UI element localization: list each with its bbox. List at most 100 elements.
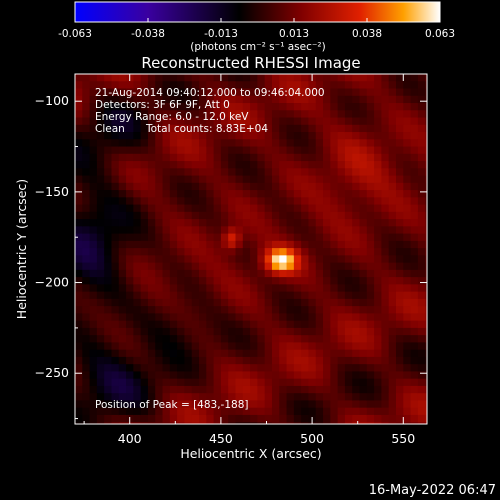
heatmap-cell: [425, 95, 427, 104]
heatmap-cell: [191, 313, 200, 322]
heatmap-cell: [388, 103, 397, 111]
heatmap-cell: [359, 407, 368, 416]
heatmap-cell: [374, 103, 383, 111]
heatmap-cell: [374, 153, 383, 162]
heatmap-cell: [162, 74, 171, 82]
heatmap-cell: [177, 378, 186, 387]
heatmap-cell: [388, 349, 397, 358]
heatmap-cell: [75, 269, 83, 278]
heatmap-cell: [111, 291, 120, 300]
heatmap-cell: [75, 393, 83, 402]
heatmap-cell: [213, 95, 222, 104]
heatmap-cell: [140, 269, 149, 278]
heatmap-cell: [315, 342, 324, 351]
heatmap-cell: [271, 197, 280, 206]
heatmap-cell: [381, 269, 390, 278]
heatmap-cell: [315, 146, 324, 155]
heatmap-cell: [301, 393, 310, 402]
heatmap-cell: [352, 414, 361, 423]
heatmap-cell: [75, 190, 83, 198]
heatmap-cell: [264, 255, 273, 264]
heatmap-cell: [417, 422, 426, 424]
heatmap-cell: [104, 146, 113, 155]
heatmap-cell: [344, 124, 353, 133]
heatmap-cell: [162, 95, 171, 104]
heatmap-cell: [184, 422, 193, 424]
heatmap-cell: [388, 161, 397, 169]
heatmap-cell: [352, 211, 361, 220]
heatmap-cell: [315, 197, 324, 206]
heatmap-cell: [293, 219, 302, 227]
heatmap-cell: [228, 306, 237, 314]
heatmap-cell: [257, 306, 266, 314]
heatmap-cell: [191, 204, 200, 213]
heatmap-cell: [374, 262, 383, 271]
heatmap-cell: [257, 349, 266, 358]
heatmap-cell: [293, 335, 302, 343]
heatmap-cell: [184, 124, 193, 133]
heatmap-cell: [147, 313, 156, 322]
heatmap-cell: [140, 182, 149, 191]
heatmap-cell: [286, 349, 295, 358]
heatmap-cell: [147, 88, 156, 97]
heatmap-cell: [75, 277, 83, 285]
heatmap-cell: [293, 284, 302, 293]
heatmap-cell: [286, 146, 295, 155]
heatmap-cell: [89, 211, 98, 220]
heatmap-cell: [177, 168, 186, 177]
heatmap-cell: [374, 306, 383, 314]
heatmap-cell: [111, 175, 120, 184]
heatmap-cell: [199, 190, 207, 198]
heatmap-cell: [228, 407, 237, 416]
heatmap-cell: [359, 248, 368, 256]
heatmap-cell: [104, 226, 113, 235]
heatmap-cell: [191, 400, 200, 409]
heatmap-cell: [359, 255, 368, 264]
heatmap-cell: [169, 146, 178, 155]
heatmap-cell: [425, 226, 427, 235]
heatmap-cell: [89, 74, 98, 82]
heatmap-cell: [133, 117, 142, 126]
heatmap-cell: [293, 204, 302, 213]
heatmap-cell: [374, 81, 383, 90]
heatmap-cell: [75, 233, 83, 242]
heatmap-cell: [250, 284, 258, 293]
heatmap-cell: [184, 320, 193, 329]
heatmap-cell: [228, 81, 237, 90]
heatmap-cell: [410, 88, 419, 97]
heatmap-cell: [140, 335, 149, 343]
heatmap-cell: [177, 371, 186, 380]
heatmap-cell: [359, 240, 368, 249]
heatmap-cell: [417, 182, 426, 191]
heatmap-cell: [403, 233, 412, 242]
heatmap-cell: [96, 248, 105, 256]
heatmap-cell: [177, 320, 186, 329]
heatmap-cell: [89, 103, 98, 111]
heatmap-cell: [286, 306, 295, 314]
heatmap-cell: [140, 248, 149, 256]
heatmap-cell: [330, 240, 339, 249]
heatmap-cell: [271, 95, 280, 104]
heatmap-cell: [206, 248, 215, 256]
heatmap-cell: [147, 248, 156, 256]
heatmap-cell: [395, 168, 404, 177]
heatmap-cell: [191, 146, 200, 155]
heatmap-cell: [352, 197, 361, 206]
heatmap-cell: [199, 284, 207, 293]
heatmap-cell: [228, 103, 237, 111]
heatmap-cell: [374, 110, 383, 119]
heatmap-cell: [242, 132, 251, 140]
heatmap-cell: [337, 422, 346, 424]
heatmap-cell: [242, 110, 251, 119]
heatmap-cell: [330, 117, 339, 126]
heatmap-cell: [381, 385, 390, 394]
heatmap-cell: [75, 240, 83, 249]
heatmap-cell: [75, 320, 83, 329]
heatmap-cell: [388, 190, 397, 198]
heatmap-cell: [330, 378, 339, 387]
heatmap-cell: [147, 168, 156, 177]
heatmap-cell: [323, 393, 331, 402]
heatmap-cell: [395, 407, 404, 416]
heatmap-cell: [359, 81, 368, 90]
heatmap-cell: [111, 364, 120, 373]
